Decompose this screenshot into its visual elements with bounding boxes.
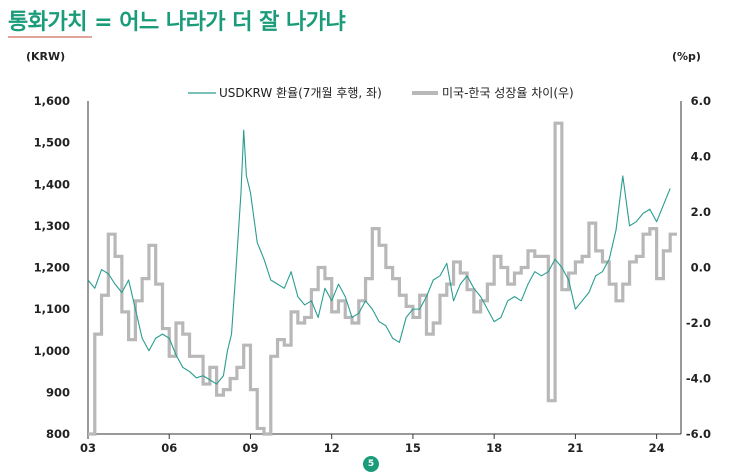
y-right-tick-label: -2.0 [686, 316, 711, 330]
y-right-tick-label: 0.0 [691, 261, 711, 275]
legend: USDKRW 환율(7개월 후행, 좌) 미국-한국 성장율 차이(우) [188, 85, 574, 100]
series-layer [87, 121, 677, 436]
y-right-tick-label: 4.0 [691, 150, 711, 164]
x-tick-label: 03 [80, 441, 96, 455]
y-right-tick-label: 6.0 [691, 94, 711, 108]
legend-label-fx: USDKRW 환율(7개월 후행, 좌) [219, 85, 382, 100]
x-tick-label: 06 [161, 441, 177, 455]
y-left-ticks: 1,600 1,500 1,400 1,300 1,200 1,100 1,000 900 80… [34, 94, 70, 441]
y-right-ticks: 6.0 4.0 2.0 0.0 -2.0 -4.0 -6.0 [686, 94, 711, 441]
x-tick-label: 24 [649, 441, 665, 455]
x-tick-label: 21 [567, 441, 583, 455]
y-left-tick-label: 1,300 [34, 219, 70, 233]
y-right-tick-label: 2.0 [691, 205, 711, 219]
y-left-tick-label: 800 [46, 427, 70, 441]
plot-frame [87, 101, 682, 435]
x-tick-label: 15 [405, 441, 421, 455]
legend-label-gap: 미국-한국 성장율 차이(우) [442, 86, 574, 100]
title-underline [8, 36, 92, 38]
x-tick-label: 09 [242, 441, 258, 455]
y-left-tick-label: 900 [46, 385, 70, 399]
y-left-tick-label: 1,600 [34, 94, 70, 108]
x-tick-label: 12 [324, 441, 340, 455]
series-line-usdkrw [87, 129, 671, 385]
x-ticks: 03 06 09 12 15 18 21 24 [80, 434, 665, 455]
x-tick-label: 18 [486, 441, 502, 455]
page-title: 통화가치 = 어느 나라가 더 잘 나가냐 [8, 10, 346, 35]
y-left-tick-label: 1,100 [34, 302, 70, 316]
y-left-tick-label: 1,400 [34, 177, 70, 191]
page-number-badge: 5 [363, 456, 379, 472]
y-right-tick-label: -4.0 [686, 372, 711, 386]
left-axis-unit: (KRW) [26, 50, 66, 63]
y-left-tick-label: 1,500 [34, 136, 70, 150]
right-axis-unit: (%p) [672, 50, 701, 63]
y-right-tick-label: -6.0 [686, 427, 711, 441]
series-line-growth-gap [88, 121, 677, 436]
y-left-tick-label: 1,200 [34, 261, 70, 275]
y-left-tick-label: 1,000 [34, 344, 70, 358]
